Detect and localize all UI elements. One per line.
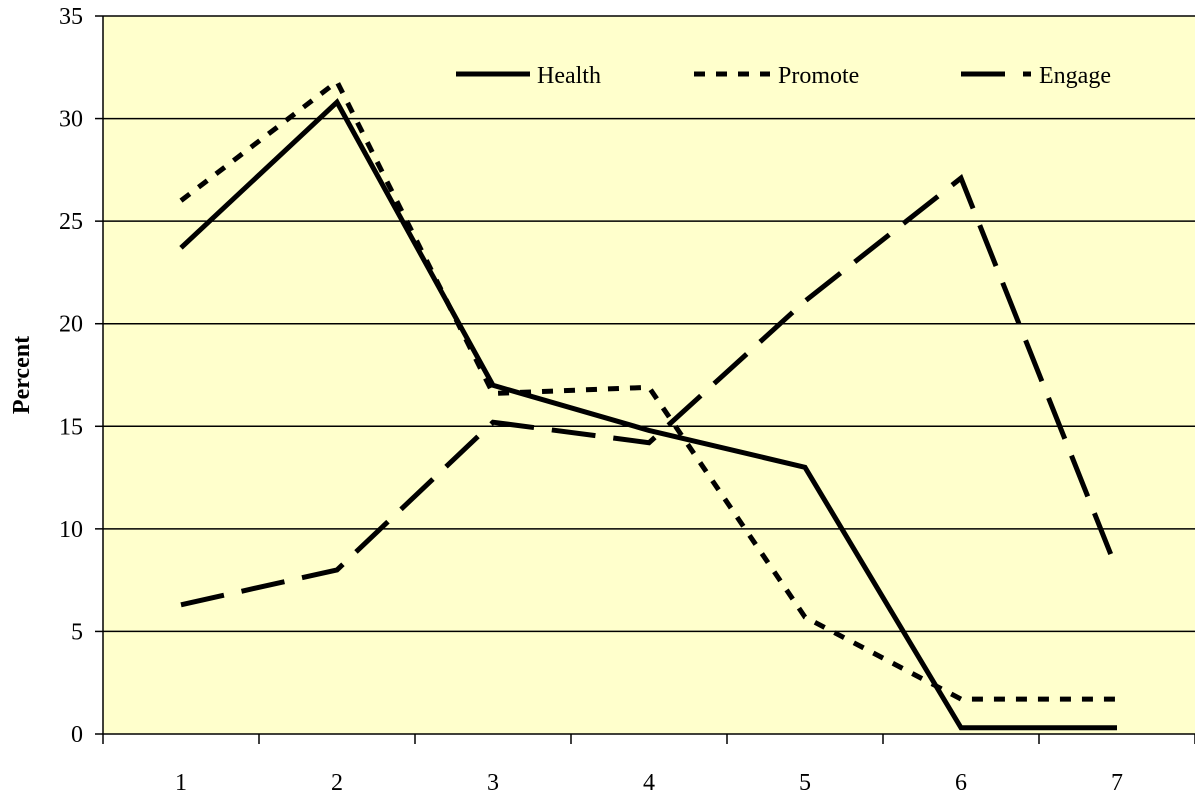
x-tick-label: 5 xyxy=(799,770,811,796)
x-tick-label: 1 xyxy=(175,770,187,796)
y-tick-label: 25 xyxy=(59,209,83,235)
legend-label-health: Health xyxy=(537,63,601,89)
x-tick-label: 4 xyxy=(643,770,655,796)
x-tick-label: 2 xyxy=(331,770,343,796)
y-tick-label: 20 xyxy=(59,312,83,338)
legend-label-engage: Engage xyxy=(1039,63,1111,89)
y-axis-title: Percent xyxy=(9,336,35,414)
y-tick-label: 10 xyxy=(59,517,83,543)
legend-label-promote: Promote xyxy=(778,63,859,89)
y-tick-label: 0 xyxy=(71,722,83,748)
x-tick-label: 3 xyxy=(487,770,499,796)
y-tick-label: 30 xyxy=(59,107,83,133)
y-tick-label: 5 xyxy=(71,619,83,645)
plot-area xyxy=(103,16,1195,734)
y-tick-label: 15 xyxy=(59,414,83,440)
x-tick-label: 6 xyxy=(955,770,967,796)
x-tick-label: 7 xyxy=(1111,770,1123,796)
y-tick-label: 35 xyxy=(59,4,83,30)
